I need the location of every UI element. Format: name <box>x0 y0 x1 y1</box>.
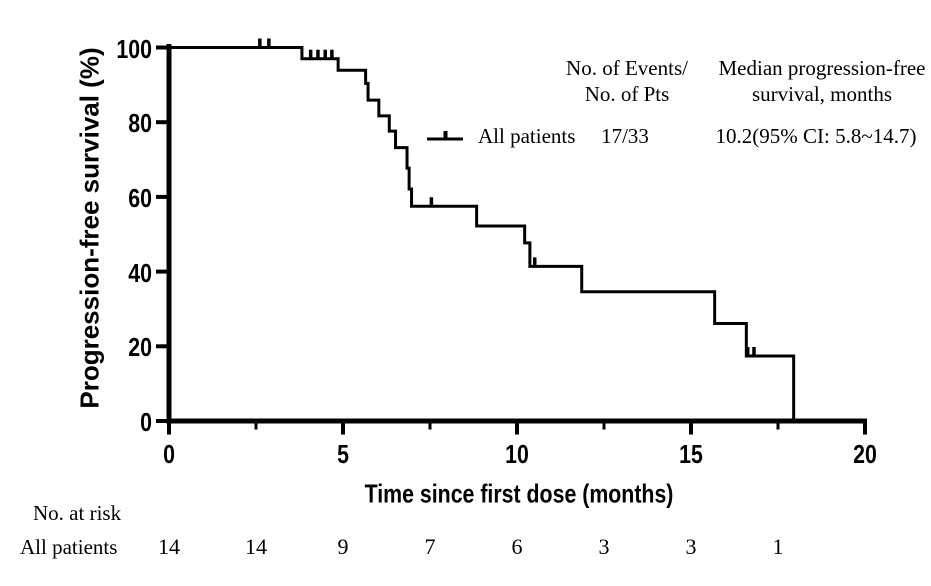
at-risk-count: 7 <box>424 534 436 559</box>
y-tick-label: 100 <box>116 33 152 64</box>
legend-series-label: All patients <box>478 124 576 148</box>
at-risk-count: 3 <box>598 534 610 559</box>
at-risk-count: 3 <box>685 534 697 559</box>
y-tick-label: 60 <box>128 182 152 213</box>
at-risk-count: 6 <box>511 534 523 559</box>
survival-curve <box>169 46 796 421</box>
at-risk-row-label: All patients <box>20 535 118 559</box>
x-tick-label: 0 <box>163 439 175 469</box>
median-header-line1: Median progression-free <box>718 56 926 80</box>
median-value: 10.2(95% CI: 5.8~14.7) <box>715 124 917 148</box>
axis-ticks <box>156 45 867 435</box>
y-tick-label: 40 <box>128 257 152 288</box>
at-risk-title: No. at risk <box>33 501 122 525</box>
censor-ticks <box>258 38 756 356</box>
at-risk-count: 14 <box>158 534 180 559</box>
y-tick-label: 80 <box>128 108 152 139</box>
x-tick-label: 15 <box>679 439 703 469</box>
events-value: 17/33 <box>601 124 649 148</box>
x-tick-label: 20 <box>853 439 877 469</box>
events-column-header: No. of Events/ No. of Pts <box>566 55 688 107</box>
y-tick-label: 0 <box>140 407 152 437</box>
median-column-header: Median progression-free survival, months <box>718 55 925 107</box>
at-risk-count: 14 <box>245 534 267 559</box>
x-axis-title: Time since first dose (months) <box>364 478 674 509</box>
x-tick-label: 10 <box>505 439 529 469</box>
y-tick-label: 20 <box>128 332 152 363</box>
legend-line-symbol <box>427 131 463 141</box>
median-header-line2: survival, months <box>751 82 892 106</box>
at-risk-count: 9 <box>337 534 349 559</box>
at-risk-count: 1 <box>772 534 784 559</box>
events-header-line1: No. of Events/ <box>566 56 688 80</box>
events-header-line2: No. of Pts <box>584 82 670 106</box>
x-tick-label: 5 <box>337 439 349 469</box>
